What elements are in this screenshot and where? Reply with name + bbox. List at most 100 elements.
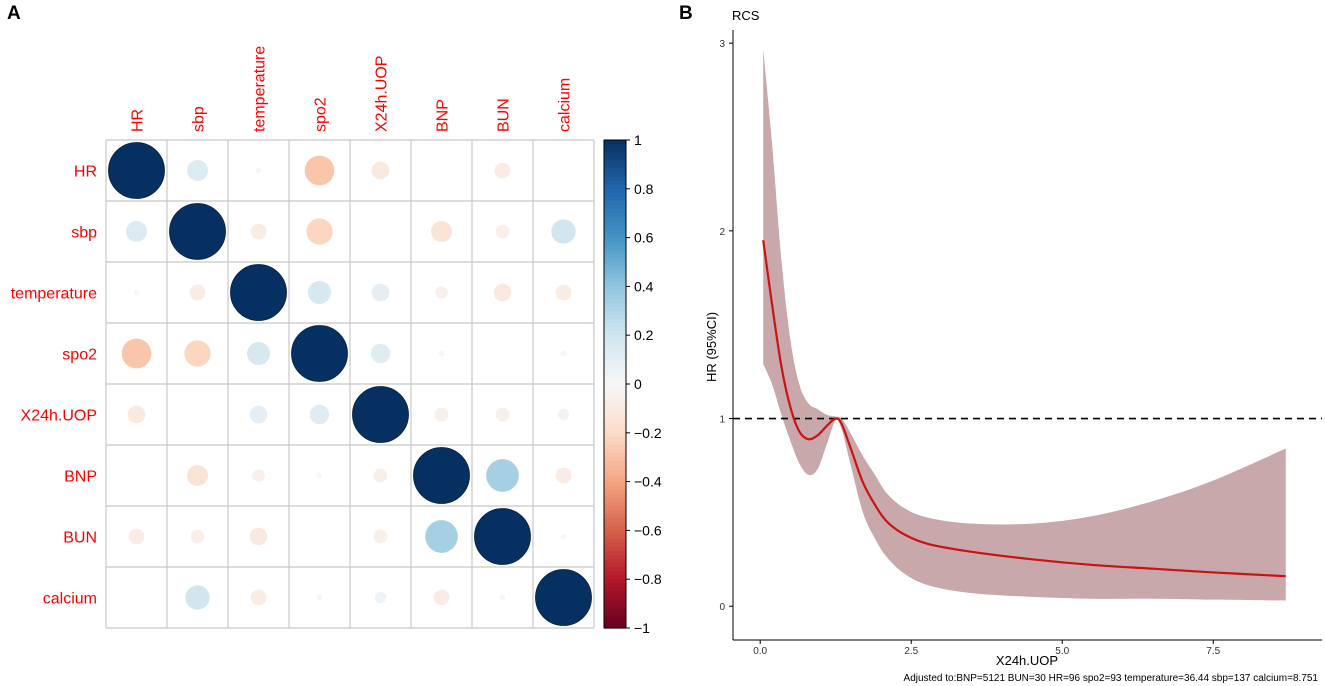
colorbar-segment <box>604 400 626 405</box>
corr-circle-BUN-BNP <box>425 520 458 553</box>
corr-circle-BUN-temperature <box>249 527 268 546</box>
colorbar-segment <box>604 371 626 377</box>
colorbar-segment <box>604 148 626 153</box>
corr-circle-calcium-temperature <box>250 589 267 606</box>
colorbar-tick-label: −0.4 <box>634 474 662 490</box>
colorbar-segment <box>604 518 626 523</box>
corr-circle-BUN-X24h.UOP <box>373 529 388 544</box>
colorbar-segment <box>604 375 626 381</box>
corr-circle-X24h.UOP-temperature <box>249 405 268 424</box>
colorbar-segment <box>604 469 626 475</box>
colorbar-segment <box>604 485 626 491</box>
colorbar-segment <box>604 384 626 389</box>
colorbar-segment <box>604 424 626 430</box>
colorbar-segment <box>604 323 626 328</box>
colorbar-segment <box>604 347 626 353</box>
corr-circle-HR-spo2 <box>304 155 335 186</box>
colorbar-segment <box>604 615 626 621</box>
colorbar-segment <box>604 493 626 499</box>
colorbar-segment <box>604 298 626 304</box>
rcs-x-axis-title: X24h.UOP <box>996 653 1058 668</box>
corr-circle-X24h.UOP-spo2 <box>309 404 330 425</box>
corr-circle-X24h.UOP-HR <box>127 405 146 424</box>
colorbar-segment <box>604 327 626 332</box>
colorbar-segment <box>604 538 626 544</box>
corr-circle-HR-X24h.UOP <box>371 161 390 180</box>
colorbar-segment <box>604 262 626 267</box>
colorbar-tick-label: 0.6 <box>634 230 654 246</box>
colorbar-segment <box>604 611 626 617</box>
corr-circle-HR-sbp <box>187 160 208 181</box>
corr-circle-calcium-BUN <box>499 594 506 601</box>
colorbar-segment <box>604 257 626 263</box>
colorbar-segment <box>604 233 626 239</box>
colorbar-segment <box>604 579 626 584</box>
colorbar-segment <box>604 514 626 519</box>
colorbar-segment <box>604 196 626 202</box>
colorbar-segment <box>604 440 626 446</box>
corr-circle-spo2-calcium <box>560 350 567 357</box>
colorbar-segment <box>604 599 626 605</box>
colorbar-segment <box>604 449 626 454</box>
row-label-BUN: BUN <box>63 530 97 547</box>
colorbar-segment <box>604 217 626 222</box>
rcs-y-axis-title: HR (95%CI) <box>704 312 719 382</box>
corr-circle-BUN-calcium <box>560 533 567 540</box>
corr-circle-BNP-BUN <box>486 459 519 492</box>
colorbar-segment <box>604 510 626 515</box>
colorbar-segment <box>604 567 626 572</box>
colorbar-segment <box>604 583 626 588</box>
colorbar-segment <box>604 140 626 145</box>
colorbar-segment <box>604 237 626 243</box>
col-label-spo2: spo2 <box>313 97 330 132</box>
colorbar-segment <box>604 221 626 226</box>
colorbar-segment <box>604 526 626 531</box>
corr-circle-HR-HR <box>108 142 165 199</box>
corr-circle-BUN-BUN <box>474 508 531 565</box>
colorbar-tick-label: 0.8 <box>634 181 654 197</box>
colorbar-segment <box>604 542 626 548</box>
colorbar-segment <box>604 164 626 170</box>
colorbar-segment <box>604 290 626 296</box>
colorbar-segment <box>604 550 626 556</box>
colorbar-segment <box>604 379 626 385</box>
colorbar-segment <box>604 160 626 165</box>
colorbar-segment <box>604 534 626 540</box>
colorbar-segment <box>604 310 626 316</box>
colorbar-segment <box>604 477 626 483</box>
colorbar-segment <box>604 506 626 511</box>
colorbar-segment <box>604 282 626 287</box>
row-label-X24h.UOP: X24h.UOP <box>21 408 97 425</box>
colorbar-segment <box>604 388 626 393</box>
correlation-matrix: HR sbp temperature spo2 X24h.UOP BNP BUN calciu… <box>11 46 595 629</box>
colorbar-segment <box>604 172 626 178</box>
corr-circle-HR-temperature <box>255 167 262 174</box>
colorbar-segment <box>604 432 626 438</box>
colorbar-segment <box>604 152 626 157</box>
corr-circle-calcium-X24h.UOP <box>374 591 387 604</box>
colorbar-tick-label: −0.2 <box>634 425 662 441</box>
corr-circle-HR-BUN <box>494 162 511 179</box>
corr-circle-spo2-temperature <box>246 341 271 366</box>
colorbar-segment <box>604 465 626 470</box>
colorbar-segment <box>604 546 626 552</box>
colorbar-segment <box>604 176 626 182</box>
corr-circle-spo2-sbp <box>184 340 211 367</box>
colorbar-tick-label: 1 <box>634 132 642 148</box>
corr-circle-temperature-HR <box>133 289 140 296</box>
colorbar-segment <box>604 209 626 214</box>
colorbar-tick-label: 0.4 <box>634 278 654 294</box>
corr-circle-X24h.UOP-BNP <box>434 407 449 422</box>
x-tick-label: 2.5 <box>904 646 918 657</box>
colorbar-segment <box>604 339 626 344</box>
colorbar-segment <box>604 302 626 308</box>
colorbar-segment <box>604 571 626 576</box>
colorbar-segment <box>604 363 626 369</box>
colorbar-segment <box>604 286 626 292</box>
colorbar-segment <box>604 396 626 401</box>
rcs-plot: 0.0 2.5 5.0 7.5 0 1 2 3 <box>719 30 1322 657</box>
colorbar-segment <box>604 318 626 324</box>
corr-circle-temperature-temperature <box>230 264 287 321</box>
corr-circle-spo2-HR <box>121 338 152 369</box>
